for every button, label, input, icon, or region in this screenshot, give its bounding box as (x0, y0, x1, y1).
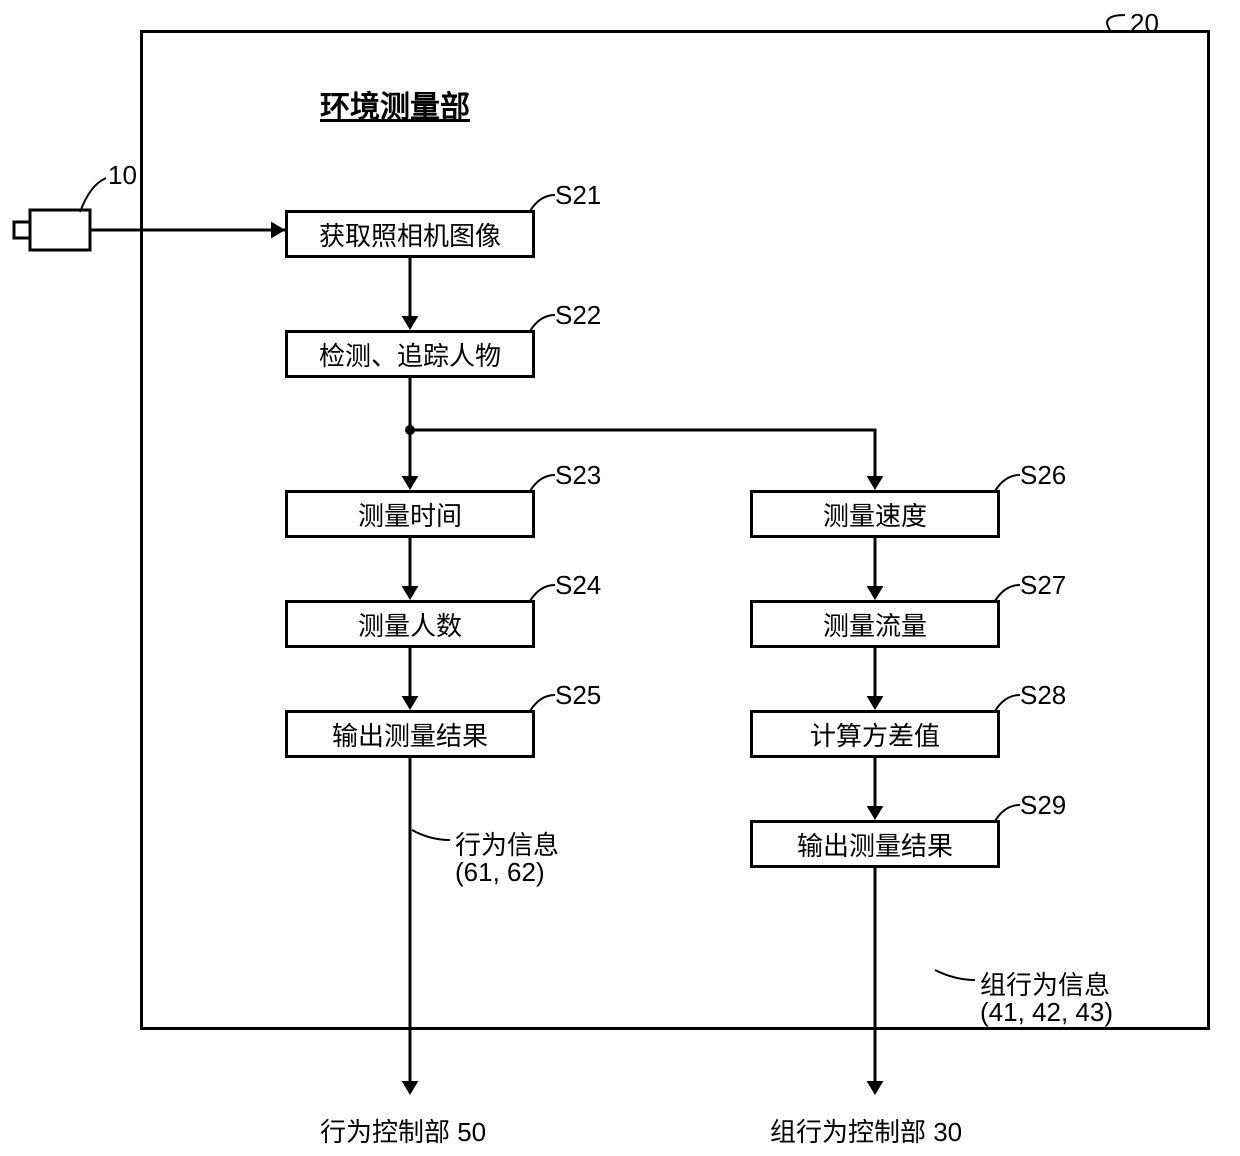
step-label-s24: S24 (555, 570, 601, 601)
step-label-s22: S22 (555, 300, 601, 331)
camera-ref-label: 10 (108, 160, 137, 191)
group-behavior-info-label-2: (41, 42, 43) (980, 997, 1113, 1028)
step-label-s25: S25 (555, 680, 601, 711)
step-s28: 计算方差值 (750, 710, 1000, 758)
step-label-s29: S29 (1020, 790, 1066, 821)
section-ref-label: 20 (1130, 8, 1159, 39)
step-s24: 测量人数 (285, 600, 535, 648)
section-title: 环境测量部 (320, 82, 470, 126)
step-label-s27: S27 (1020, 570, 1066, 601)
step-s25: 输出测量结果 (285, 710, 535, 758)
step-label-s28: S28 (1020, 680, 1066, 711)
step-label-s26: S26 (1020, 460, 1066, 491)
behavior-info-label-2: (61, 62) (455, 857, 545, 888)
step-s29: 输出测量结果 (750, 820, 1000, 868)
step-label-s21: S21 (555, 180, 601, 211)
diagram-canvas: 环境测量部 20 10 获取照相机图像 S21 检测、追踪人物 S22 测量时间 S23 测… (0, 0, 1240, 1156)
step-s22: 检测、追踪人物 (285, 330, 535, 378)
behavior-control-dest: 行为控制部 50 (320, 1112, 486, 1149)
step-s26: 测量速度 (750, 490, 1000, 538)
step-label-s23: S23 (555, 460, 601, 491)
group-behavior-control-dest: 组行为控制部 30 (770, 1112, 962, 1149)
step-s27: 测量流量 (750, 600, 1000, 648)
camera-icon (30, 210, 90, 250)
step-s23: 测量时间 (285, 490, 535, 538)
step-s21: 获取照相机图像 (285, 210, 535, 258)
